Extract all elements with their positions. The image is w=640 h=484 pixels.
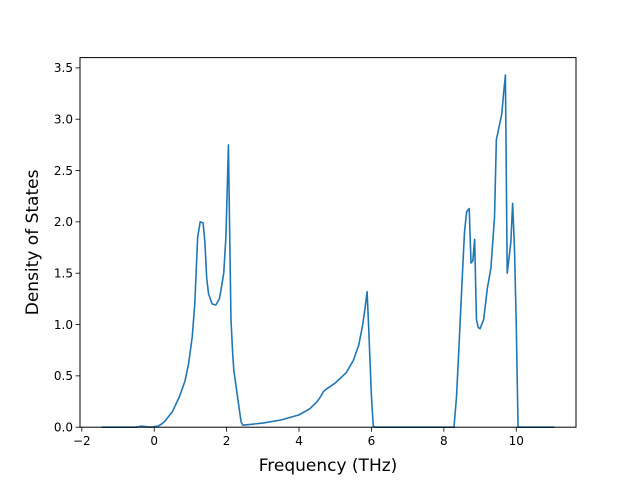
- series-layer: [101, 74, 555, 429]
- x-tick-label: 4: [295, 434, 303, 448]
- y-axis-ticks: 0.0 0.5 1.0 1.5 2.0 2.5 3.0 3.5: [54, 61, 80, 435]
- y-tick-label: 0.0: [54, 421, 73, 435]
- x-tick-label: 6: [368, 434, 376, 448]
- y-axis-label: Density of States: [23, 169, 43, 315]
- x-tick-label: 2: [223, 434, 231, 448]
- y-tick-label: 3.0: [54, 113, 73, 127]
- plot-frame: [79, 57, 577, 428]
- y-tick-label: 0.5: [54, 369, 73, 383]
- y-tick-label: 3.5: [54, 61, 73, 75]
- y-tick-label: 2.0: [54, 215, 73, 229]
- y-tick-label: 1.0: [54, 318, 73, 332]
- x-tick-label: 8: [440, 434, 448, 448]
- y-tick-label: 1.5: [54, 267, 73, 281]
- x-tick-label: 0: [150, 434, 158, 448]
- x-tick-label: −2: [73, 434, 91, 448]
- dos-series-line: [101, 74, 555, 429]
- x-tick-label: 10: [509, 434, 524, 448]
- y-tick-label: 2.5: [54, 164, 73, 178]
- x-axis-ticks: −2 0 2 4 6 8 10: [73, 427, 524, 448]
- x-axis-label: Frequency (THz): [259, 456, 398, 476]
